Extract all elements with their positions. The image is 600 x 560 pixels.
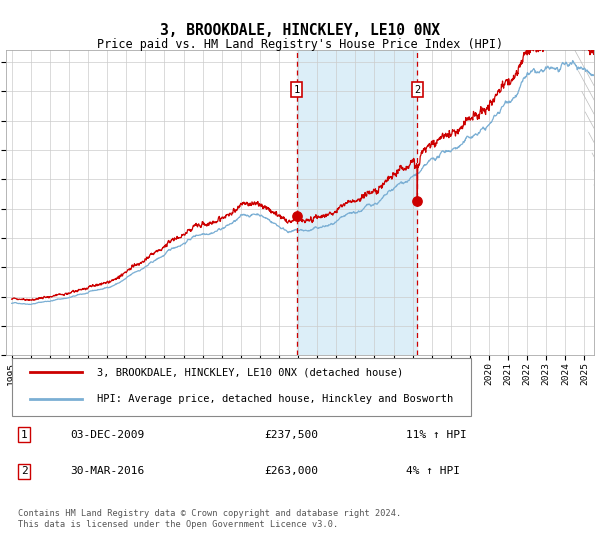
Text: 30-MAR-2016: 30-MAR-2016 <box>71 466 145 477</box>
Text: 03-DEC-2009: 03-DEC-2009 <box>71 430 145 440</box>
Text: 1: 1 <box>21 430 28 440</box>
Text: £263,000: £263,000 <box>265 466 319 477</box>
Point <box>292 212 301 221</box>
Text: £237,500: £237,500 <box>265 430 319 440</box>
Point <box>413 197 422 206</box>
Text: 1: 1 <box>293 85 299 95</box>
Text: HPI: Average price, detached house, Hinckley and Bosworth: HPI: Average price, detached house, Hinc… <box>97 394 454 404</box>
Text: Price paid vs. HM Land Registry's House Price Index (HPI): Price paid vs. HM Land Registry's House … <box>97 38 503 52</box>
Text: 2: 2 <box>414 85 421 95</box>
Text: 3, BROOKDALE, HINCKLEY, LE10 0NX (detached house): 3, BROOKDALE, HINCKLEY, LE10 0NX (detach… <box>97 367 403 377</box>
FancyBboxPatch shape <box>12 358 470 416</box>
Text: 3, BROOKDALE, HINCKLEY, LE10 0NX: 3, BROOKDALE, HINCKLEY, LE10 0NX <box>160 24 440 38</box>
Bar <box>296 50 418 356</box>
Text: 11% ↑ HPI: 11% ↑ HPI <box>406 430 467 440</box>
Text: 4% ↑ HPI: 4% ↑ HPI <box>406 466 460 477</box>
Text: Contains HM Land Registry data © Crown copyright and database right 2024.
This d: Contains HM Land Registry data © Crown c… <box>18 509 401 529</box>
Text: 2: 2 <box>21 466 28 477</box>
